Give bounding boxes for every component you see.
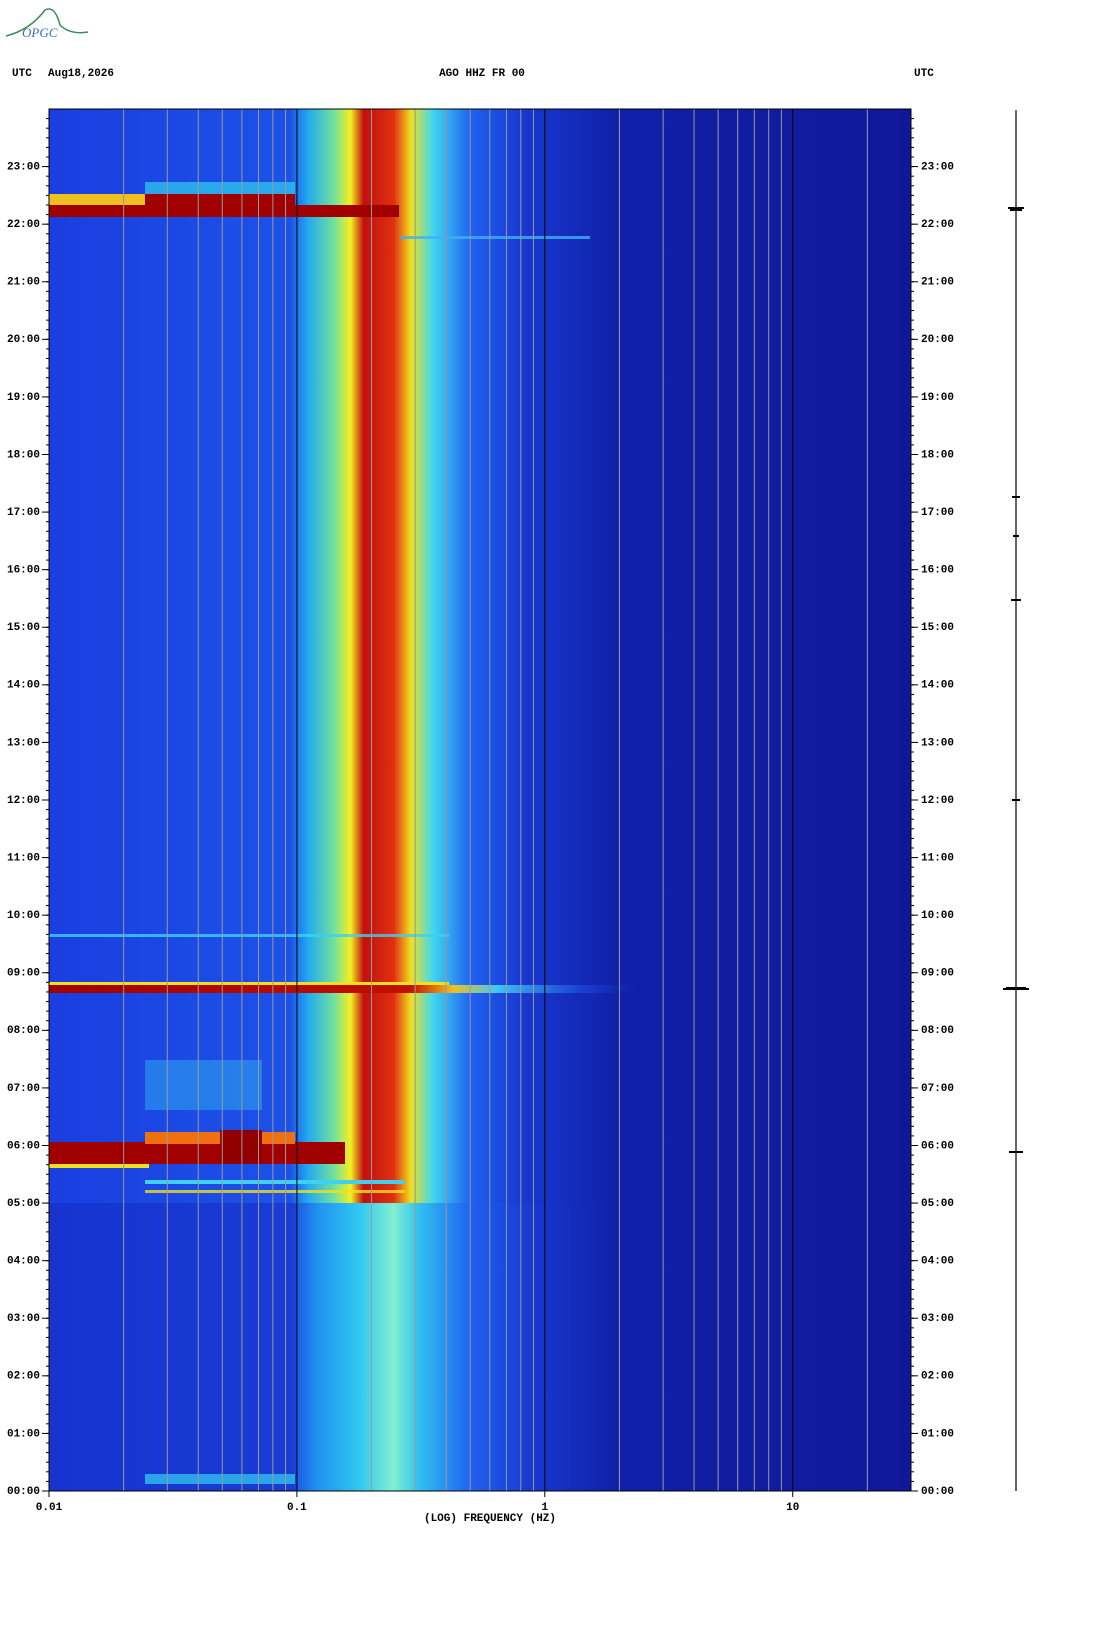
y-tick-label: 03:00 <box>7 1313 40 1325</box>
y-tick-label: 11:00 <box>7 852 40 864</box>
y-tick-label: 09:00 <box>921 968 954 980</box>
x-tick-label: 1 <box>542 1502 549 1514</box>
y-tick-label: 23:00 <box>921 161 954 173</box>
y-tick-label: 19:00 <box>7 392 40 404</box>
x-tick-label: 10 <box>786 1502 799 1514</box>
y-tick-label: 22:00 <box>7 219 40 231</box>
y-tick-label: 08:00 <box>7 1025 40 1037</box>
event-band <box>49 1164 149 1168</box>
spectrogram-shade <box>49 1203 296 1491</box>
y-tick-label: 12:00 <box>921 795 954 807</box>
event-band <box>145 1060 262 1110</box>
y-tick-label: 13:00 <box>7 737 40 749</box>
y-tick-label: 11:00 <box>921 852 954 864</box>
spectrogram-upper <box>49 109 911 1203</box>
date: Aug18,2026 <box>48 68 114 80</box>
plot-frame <box>48 108 912 1492</box>
event-band <box>49 1142 345 1164</box>
right-header: UTC <box>914 68 934 80</box>
logo-mark <box>5 8 89 37</box>
y-tick-label: 03:00 <box>921 1313 954 1325</box>
y-tick-label: 04:00 <box>7 1256 40 1268</box>
y-tick-label: 00:00 <box>921 1486 954 1498</box>
y-tick-label: 06:00 <box>7 1140 40 1152</box>
y-tick-label: 15:00 <box>921 622 954 634</box>
x-tick-label: 0.1 <box>287 1502 307 1514</box>
y-tick-label: 01:00 <box>921 1428 954 1440</box>
y-tick-label: 18:00 <box>7 449 40 461</box>
y-tick-label: 20:00 <box>921 334 954 346</box>
minor-grid <box>123 109 868 1491</box>
y-tick-label: 07:00 <box>7 1083 40 1095</box>
left-header: UTC <box>12 68 32 80</box>
y-tick-label: 16:00 <box>7 565 40 577</box>
event-band <box>220 1130 262 1164</box>
y-tick-label: 12:00 <box>7 795 40 807</box>
logo: OPGC <box>22 25 58 40</box>
y-tick-label: 02:00 <box>921 1371 954 1383</box>
event-band <box>145 182 295 194</box>
event-band <box>145 1190 405 1193</box>
event-band <box>145 194 295 214</box>
y-tick-label: 16:00 <box>921 565 954 577</box>
y-tick-label: 01:00 <box>7 1428 40 1440</box>
y-tick-label: 06:00 <box>921 1140 954 1152</box>
y-tick-label: 10:00 <box>921 910 954 922</box>
y-tick-label: 18:00 <box>921 449 954 461</box>
event-band <box>49 985 909 993</box>
event-band <box>49 934 449 937</box>
y-tick-label: 05:00 <box>921 1198 954 1210</box>
event-band <box>400 236 590 239</box>
seismogram-burst <box>1003 207 1029 1153</box>
y-tick-label: 14:00 <box>921 680 954 692</box>
y-tick-label: 07:00 <box>921 1083 954 1095</box>
y-tick-label: 21:00 <box>7 277 40 289</box>
y-tick-label: 20:00 <box>7 334 40 346</box>
event-band <box>145 1474 295 1484</box>
x-axis-label: (LOG) FREQUENCY (HZ) <box>424 1513 556 1525</box>
x-tick-label: 0.01 <box>36 1502 63 1514</box>
y-tick-label: 09:00 <box>7 968 40 980</box>
y-tick-label: 02:00 <box>7 1371 40 1383</box>
y-tick-label: 14:00 <box>7 680 40 692</box>
y-tick-label: 15:00 <box>7 622 40 634</box>
y-tick-label: 00:00 <box>7 1486 40 1498</box>
event-band <box>49 982 449 985</box>
y-tick-label: 23:00 <box>7 161 40 173</box>
y-tick-label: 10:00 <box>7 910 40 922</box>
y-tick-label: 05:00 <box>7 1198 40 1210</box>
y-tick-label: 08:00 <box>921 1025 954 1037</box>
y-tick-label: 17:00 <box>921 507 954 519</box>
y-tick-label: 19:00 <box>921 392 954 404</box>
event-band <box>145 1180 405 1184</box>
title: AGO HHZ FR 00 <box>439 68 525 80</box>
y-tick-label: 21:00 <box>921 277 954 289</box>
y-tick-label: 04:00 <box>921 1256 954 1268</box>
y-tick-label: 13:00 <box>921 737 954 749</box>
y-tick-label: 17:00 <box>7 507 40 519</box>
y-tick-label: 22:00 <box>921 219 954 231</box>
